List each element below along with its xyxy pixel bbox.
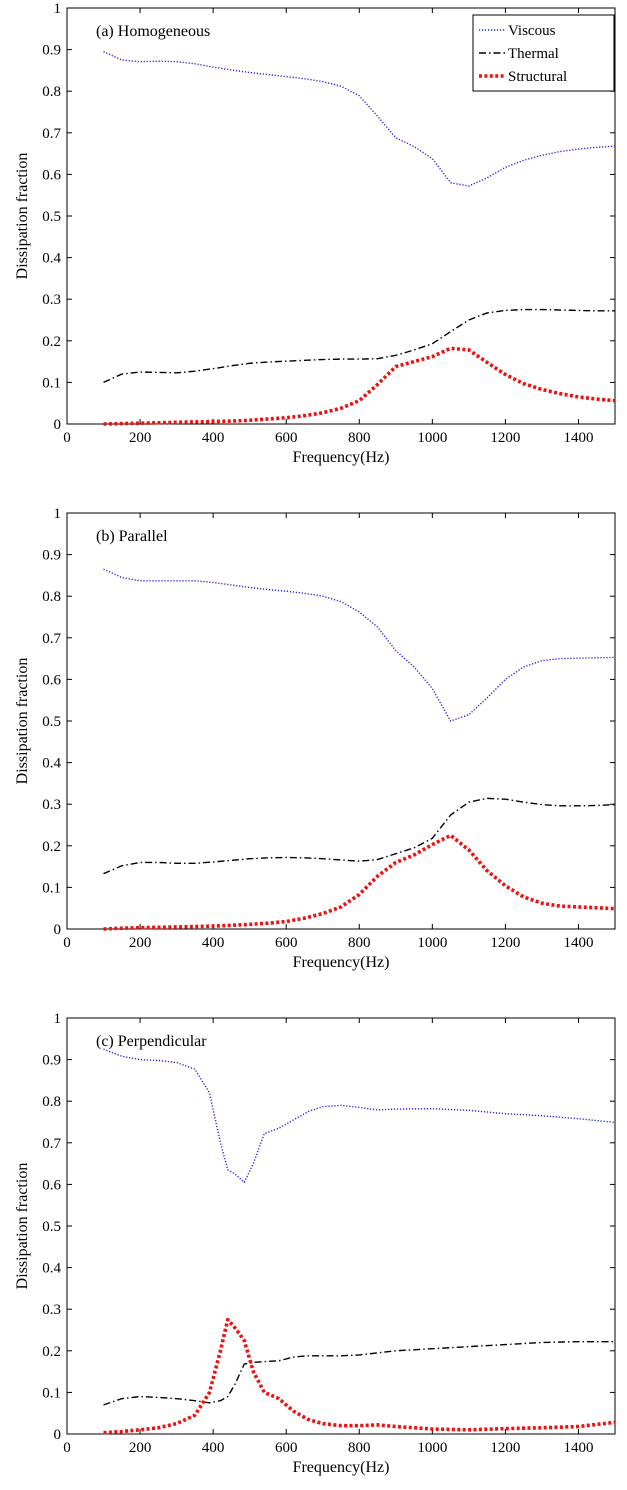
x-tick-label: 800 [348,935,371,951]
panel-2: 0 200 400 600 800 1000 1200 1400 0 0.1 0.2 0.3 0.4 0.… [14,506,616,971]
x-tick-label: 400 [202,430,225,446]
x-tick-label: 0 [63,1440,71,1456]
y-tick-label: 0.2 [42,839,61,855]
legend-label-viscous: Viscous [508,23,556,39]
y-tick-label: 0.6 [42,167,61,183]
y-tick-label: 0.9 [42,548,61,564]
x-tick-label: 1400 [563,430,593,446]
y-tick-label: 0.5 [42,1219,61,1235]
x-tick-label: 0 [63,935,71,951]
y-tick-label: 0 [54,922,62,938]
x-tick-label: 1000 [417,935,447,951]
series-line-viscous [103,568,616,722]
x-tick-label: 800 [348,1440,371,1456]
y-tick-label: 0.4 [42,1261,61,1277]
axes-box [66,1017,616,1435]
y-tick-label: 0.8 [42,84,61,100]
y-tick-label: 0.9 [42,1053,61,1069]
legend-label-structural: Structural [508,69,567,85]
y-tick-label: 0.2 [42,1344,61,1360]
series-line-thermal [103,1340,615,1406]
x-tick-label: 200 [129,1440,152,1456]
y-tick-label: 0.7 [42,126,61,142]
y-tick-label: 0.7 [42,631,61,647]
y-tick-label: 0.8 [42,589,61,605]
x-axis-label: Frequency(Hz) [293,954,390,971]
legend-label-thermal: Thermal [508,46,559,62]
series-line-structural [103,833,616,931]
x-tick-label: 1400 [563,935,593,951]
y-tick-label: 0.7 [42,1136,61,1152]
x-tick-label: 1000 [417,430,447,446]
y-tick-label: 1 [54,506,62,522]
y-tick-label: 1 [54,1,62,17]
series-line-structural [103,346,616,426]
legend: Viscous Thermal Structural [472,14,615,92]
y-tick-label: 0 [54,1427,62,1443]
axes-box [66,512,616,930]
x-tick-label: 400 [202,1440,225,1456]
x-axis-label: Frequency(Hz) [293,1459,390,1476]
x-tick-label: 1200 [490,430,520,446]
x-tick-label: 200 [129,430,152,446]
series-line-thermal [103,308,615,384]
x-tick-label: 600 [275,430,298,446]
panel-title: (b) Parallel [96,528,168,545]
y-tick-label: 0 [54,417,62,433]
panel-title: (c) Perpendicular [96,1033,207,1050]
series-line-thermal [103,797,616,875]
y-tick-label: 0.6 [42,1177,61,1193]
series-line-structural [103,1317,616,1435]
series-line-viscous [103,1048,616,1184]
y-tick-label: 0.5 [42,714,61,730]
x-tick-label: 0 [63,430,71,446]
y-axis-label: Dissipation fraction [14,1163,31,1290]
x-tick-label: 600 [275,1440,298,1456]
x-axis-label: Frequency(Hz) [293,449,390,466]
y-tick-label: 0.3 [42,1302,61,1318]
panel-title: (a) Homogeneous [96,23,210,40]
y-axis-label: Dissipation fraction [14,658,31,785]
panel-1: 0 200 400 600 800 1000 1200 1400 0 0.1 0.2 0.3 0.4 0.… [14,1,616,466]
x-tick-label: 800 [348,430,371,446]
y-tick-label: 0.2 [42,334,61,350]
panel-3: 0 200 400 600 800 1000 1200 1400 0 0.1 0.2 0.3 0.4 0.… [14,1011,616,1476]
y-tick-label: 0.1 [42,1385,61,1401]
x-tick-label: 1200 [490,935,520,951]
y-tick-label: 0.1 [42,880,61,896]
x-tick-label: 1000 [417,1440,447,1456]
series-line-viscous [103,51,616,187]
x-tick-label: 400 [202,935,225,951]
y-tick-label: 0.3 [42,292,61,308]
x-tick-label: 200 [129,935,152,951]
y-tick-label: 0.5 [42,209,61,225]
y-tick-label: 1 [54,1011,62,1027]
x-tick-label: 1200 [490,1440,520,1456]
y-tick-label: 0.3 [42,797,61,813]
y-tick-label: 0.9 [42,43,61,59]
y-tick-label: 0.6 [42,672,61,688]
x-tick-label: 600 [275,935,298,951]
y-tick-label: 0.1 [42,375,61,391]
x-tick-label: 1400 [563,1440,593,1456]
y-tick-label: 0.4 [42,756,61,772]
y-tick-label: 0.8 [42,1094,61,1110]
y-tick-label: 0.4 [42,251,61,267]
y-axis-label: Dissipation fraction [14,153,31,280]
